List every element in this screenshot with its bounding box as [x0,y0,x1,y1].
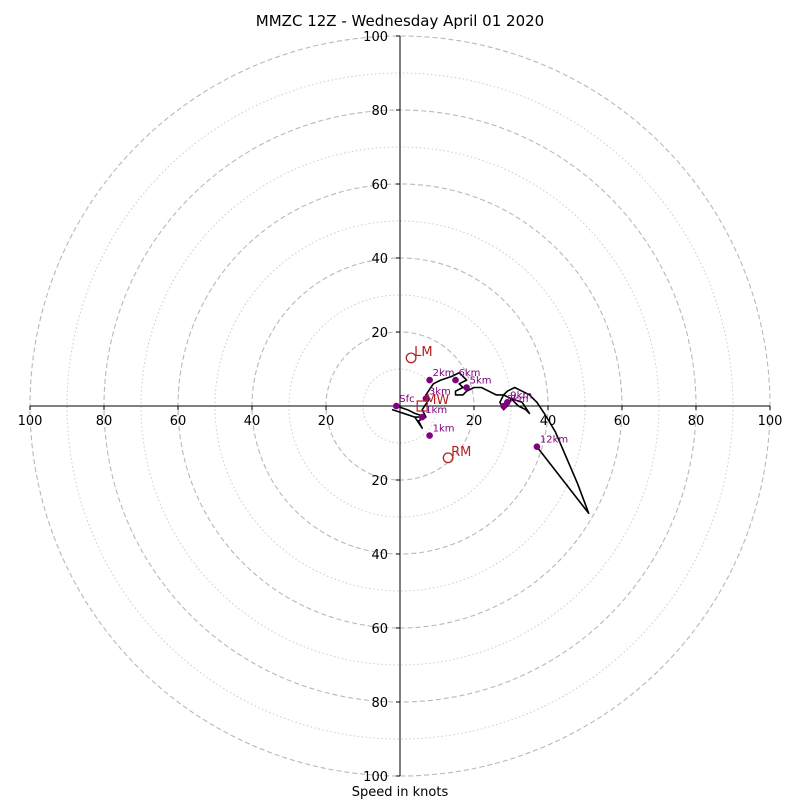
height-marker-label: Sfc [399,394,414,405]
height-marker-label: 6km [459,368,481,379]
y-tick-label: 80 [371,104,388,119]
height-marker-label: 1km [425,405,447,416]
x-tick-label: 20 [466,414,483,429]
height-marker-label: 2km [433,368,455,379]
height-marker-point [533,443,541,451]
y-tick-label: 20 [371,326,388,341]
x-axis-label: Speed in knots [352,785,449,800]
height-marker-point [452,376,459,384]
height-marker-label: 9km [510,390,532,401]
storm-motion-label: RM [451,445,471,460]
y-tick-label: 20 [371,474,388,489]
height-marker-point [463,384,470,391]
y-tick-label: 60 [371,622,388,637]
x-tick-label: 60 [614,414,631,429]
x-tick-label: 20 [318,414,335,429]
x-tick-label: 40 [540,414,557,429]
y-tick-label: 60 [371,178,388,193]
y-tick-label: 100 [363,770,388,785]
y-tick-label: 100 [363,30,388,45]
x-tick-label: 40 [244,414,261,429]
storm-motion-circle [442,452,454,464]
y-tick-label: 40 [371,548,388,563]
height-marker-label: 12km [540,435,568,446]
chart-title: MMZC 12Z - Wednesday April 01 2020 [256,12,544,30]
storm-motion-label: LM [414,345,432,360]
axis-tick-labels: 100 80 60 40 20 20 40 60 80 100 100 80 60 40 20 20 40 60 8… [18,30,783,785]
y-tick-label: 80 [371,696,388,711]
x-tick-label: 100 [758,414,783,429]
height-marker-label: 5km [470,376,492,387]
x-tick-label: 100 [18,414,43,429]
hodograph-line [391,371,590,515]
height-marker-label: 1km [433,424,455,435]
x-tick-label: 80 [96,414,113,429]
axes [30,36,770,776]
height-marker-point [426,432,433,439]
x-tick-label: 60 [170,414,187,429]
height-marker-label: 8km [507,394,529,405]
height-marker-label: 3km [429,387,451,398]
height-marker-point [422,395,430,402]
storm-motion-circle [405,352,417,364]
height-marker-point [393,402,400,410]
height-marker-point [504,399,511,406]
hodograph-trace [391,371,590,515]
x-tick-label: 80 [688,414,705,429]
height-marker-point [426,376,433,384]
storm-motion-markers: LM RM MW [405,345,471,464]
storm-motion-label: MW [425,393,449,408]
height-marker-point [418,413,426,421]
storm-motion-square [416,400,428,412]
y-tick-label: 40 [371,252,388,267]
